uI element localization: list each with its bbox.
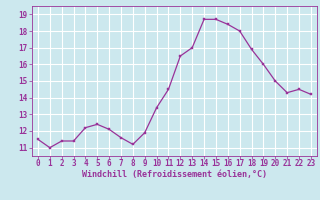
X-axis label: Windchill (Refroidissement éolien,°C): Windchill (Refroidissement éolien,°C): [82, 170, 267, 179]
